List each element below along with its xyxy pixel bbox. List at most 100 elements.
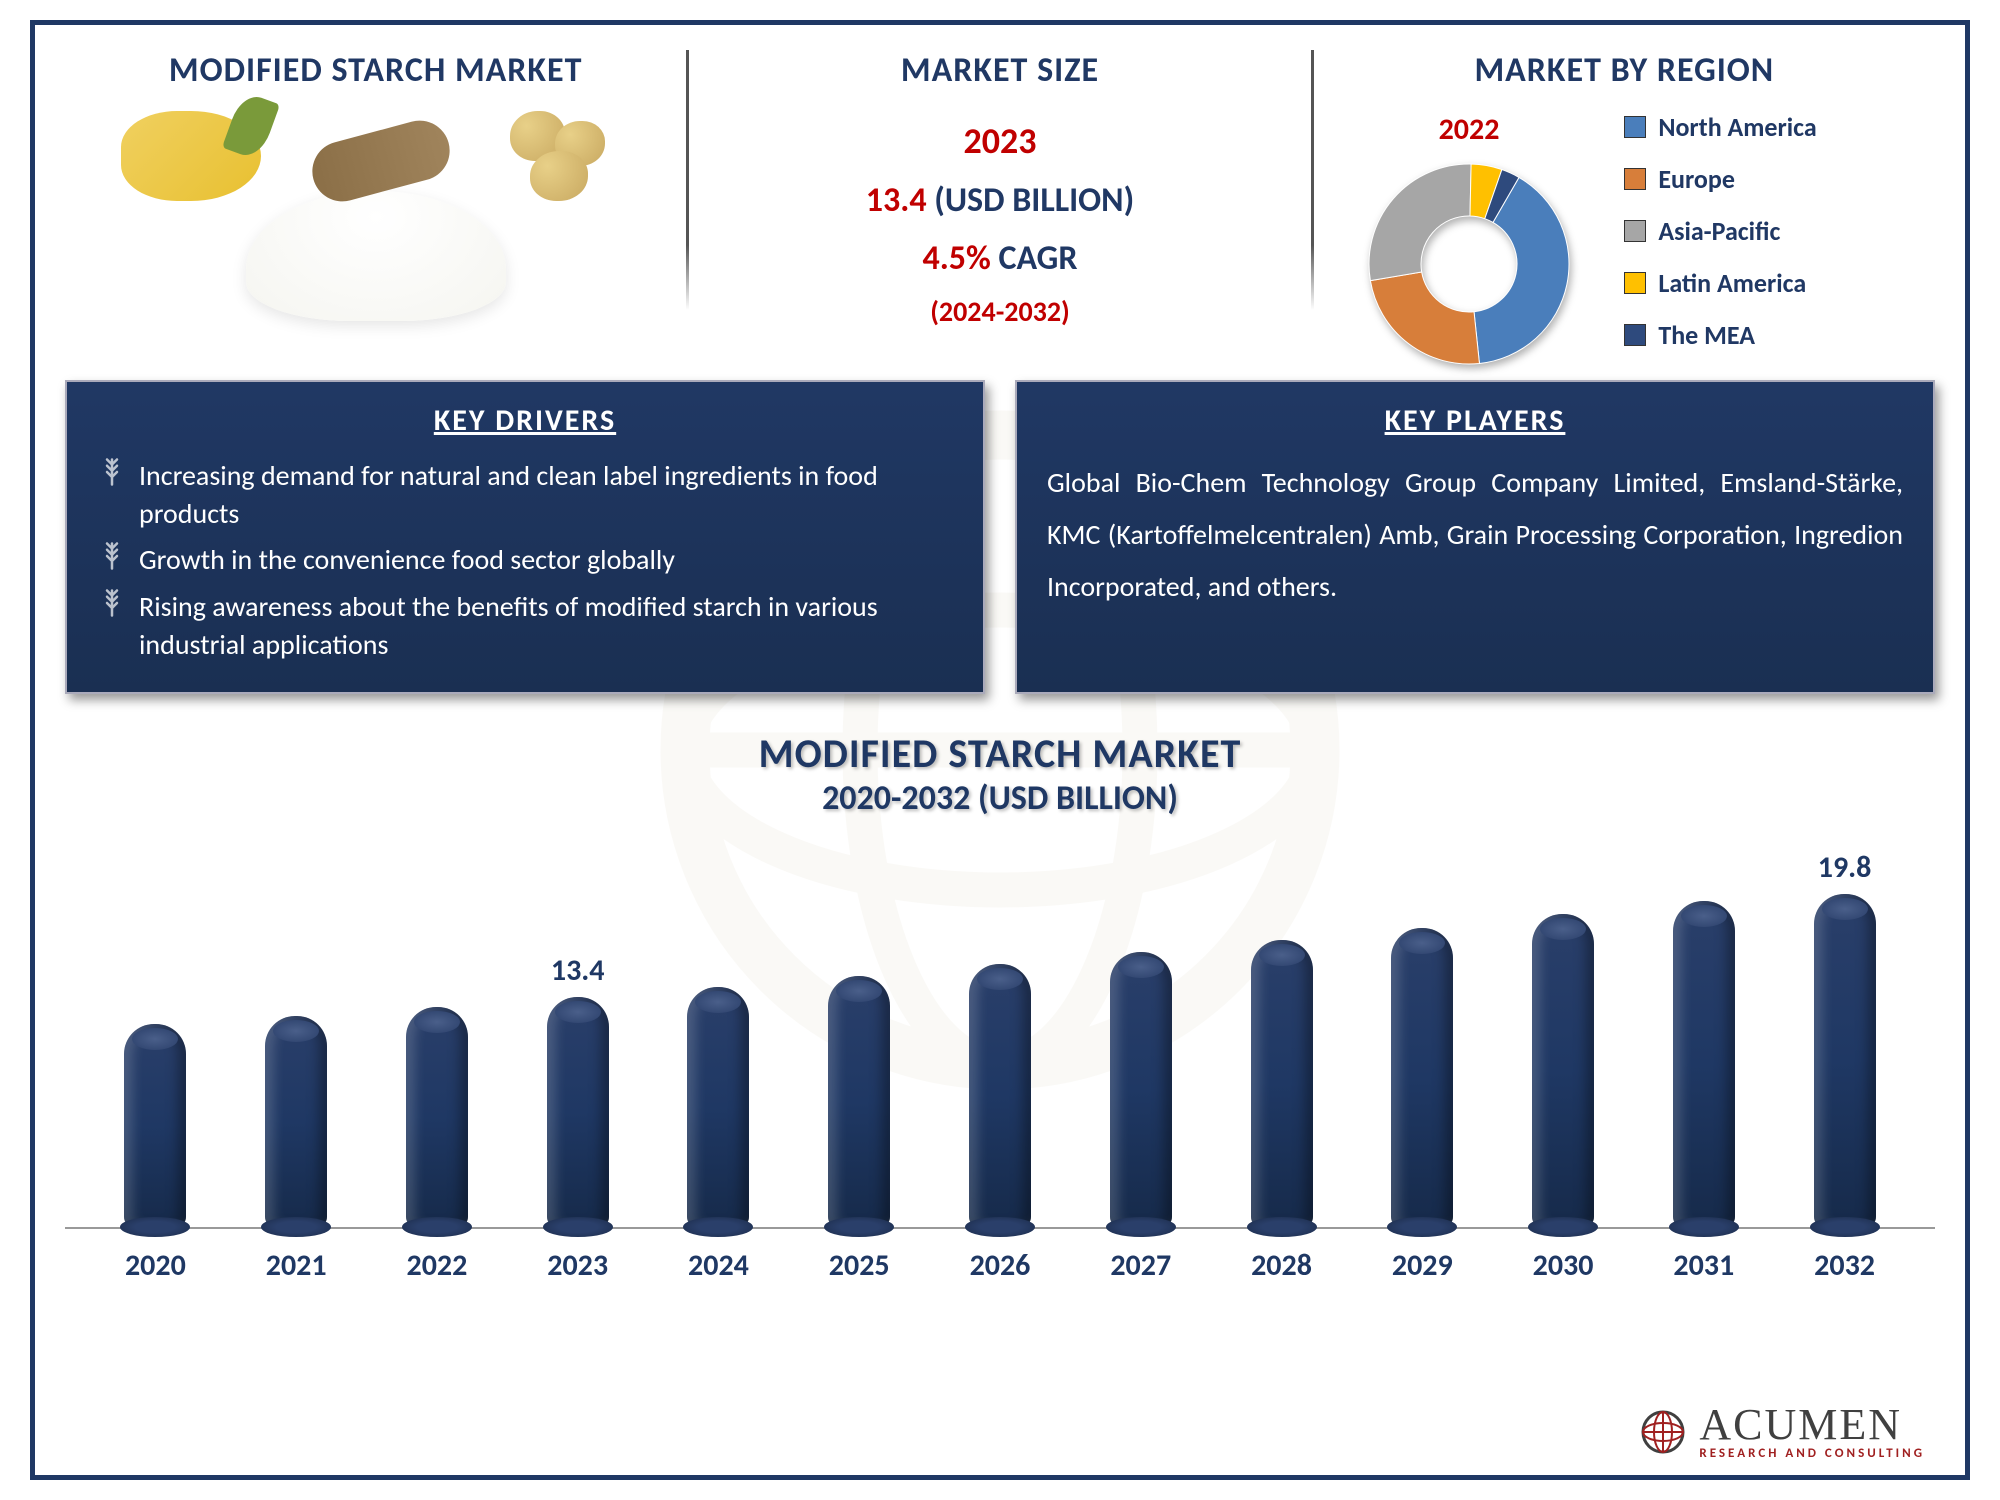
market-size-year: 2023 — [866, 111, 1134, 172]
cagr-range: (2024-2032) — [866, 288, 1134, 336]
drivers-title: KEY DRIVERS — [97, 402, 953, 439]
bar-value-label: 19.8 — [1818, 849, 1872, 886]
legend-swatch — [1624, 168, 1646, 190]
x-label: 2023 — [507, 1247, 648, 1284]
bar-2030 — [1532, 914, 1594, 1227]
bar-2029 — [1391, 928, 1453, 1227]
bar-column-2028 — [1211, 849, 1352, 1227]
header-mid: MARKET SIZE 2023 13.4 (USD BILLION) 4.5%… — [689, 50, 1310, 360]
legend-label: Asia-Pacific — [1658, 215, 1780, 247]
driver-item: Rising awareness about the benefits of m… — [97, 588, 953, 664]
players-title: KEY PLAYERS — [1047, 402, 1903, 439]
bar-column-2029 — [1352, 849, 1493, 1227]
bar-2027 — [1110, 952, 1172, 1227]
starch-pile-image — [246, 191, 506, 321]
bar-2032 — [1814, 894, 1876, 1227]
wheat-icon — [97, 541, 127, 581]
top-header-row: MODIFIED STARCH MARKET MARKET SIZE — [65, 50, 1935, 360]
bar-2028 — [1251, 940, 1313, 1227]
bar-column-2020 — [85, 849, 226, 1227]
bar-column-2025 — [789, 849, 930, 1227]
players-text: Global Bio-Chem Technology Group Company… — [1047, 457, 1903, 612]
region-year: 2022 — [1439, 111, 1500, 148]
bar-column-2030 — [1493, 849, 1634, 1227]
legend-swatch — [1624, 324, 1646, 346]
legend-swatch — [1624, 220, 1646, 242]
x-label: 2027 — [1070, 1247, 1211, 1284]
bar-2023 — [547, 997, 609, 1227]
bar-column-2024 — [648, 849, 789, 1227]
x-label: 2031 — [1633, 1247, 1774, 1284]
potatoes-image — [500, 111, 630, 201]
bar-2022 — [406, 1007, 468, 1227]
x-label: 2028 — [1211, 1247, 1352, 1284]
legend-item: Asia-Pacific — [1624, 215, 1935, 247]
cagr-line: 4.5% CAGR — [866, 230, 1134, 288]
legend-swatch — [1624, 272, 1646, 294]
bar-2025 — [828, 976, 890, 1227]
x-label: 2025 — [789, 1247, 930, 1284]
legend-item: Europe — [1624, 163, 1935, 195]
x-label: 2021 — [226, 1247, 367, 1284]
x-label: 2022 — [367, 1247, 508, 1284]
brand-globe-icon — [1639, 1408, 1687, 1456]
bar-2020 — [124, 1024, 186, 1227]
driver-text: Growth in the convenience food sector gl… — [139, 541, 675, 581]
info-row: KEY DRIVERS Increasing demand for natura… — [65, 380, 1935, 694]
bar-column-2021 — [226, 849, 367, 1227]
region-donut-chart — [1359, 154, 1579, 374]
bar-column-2027 — [1070, 849, 1211, 1227]
bar-2031 — [1673, 901, 1735, 1227]
drivers-list: Increasing demand for natural and clean … — [97, 457, 953, 664]
x-label: 2020 — [85, 1247, 226, 1284]
legend-label: North America — [1658, 111, 1816, 143]
driver-item: Increasing demand for natural and clean … — [97, 457, 953, 533]
x-label: 2029 — [1352, 1247, 1493, 1284]
title-right: MARKET BY REGION — [1474, 50, 1774, 91]
donut-slice-europe — [1370, 272, 1479, 364]
x-label: 2026 — [930, 1247, 1071, 1284]
market-size-value: 13.4 — [866, 180, 927, 221]
bar-column-2032: 19.8 — [1774, 849, 1915, 1227]
bar-column-2023: 13.4 — [507, 849, 648, 1227]
cagr-label: CAGR — [999, 238, 1078, 279]
region-legend: North America Europe Asia-Pacific Latin Ame… — [1624, 111, 1935, 371]
legend-item: The MEA — [1624, 319, 1935, 351]
key-drivers-box: KEY DRIVERS Increasing demand for natura… — [65, 380, 985, 694]
driver-item: Growth in the convenience food sector gl… — [97, 541, 953, 581]
bar-column-2031 — [1633, 849, 1774, 1227]
product-images — [96, 111, 655, 331]
bar-value-label: 13.4 — [551, 952, 605, 989]
header-right: MARKET BY REGION 2022 North America Europ… — [1314, 50, 1935, 360]
brand-logo: ACUMEN RESEARCH AND CONSULTING — [1639, 1403, 1925, 1460]
x-axis: 2020202120222023202420252026202720282029… — [65, 1229, 1935, 1284]
wheat-icon — [97, 457, 127, 533]
chart-subtitle: 2020-2032 (USD BILLION) — [65, 778, 1935, 819]
bars-container: 13.4 19.8 — [65, 849, 1935, 1229]
driver-text: Increasing demand for natural and clean … — [139, 457, 953, 533]
driver-text: Rising awareness about the benefits of m… — [139, 588, 953, 664]
legend-item: North America — [1624, 111, 1935, 143]
wheat-icon — [97, 588, 127, 664]
bar-2026 — [969, 964, 1031, 1227]
market-size-line: 13.4 (USD BILLION) — [866, 172, 1134, 230]
x-label: 2024 — [648, 1247, 789, 1284]
corn-image — [121, 111, 261, 201]
donut-slice-asia-pacific — [1369, 164, 1471, 281]
legend-item: Latin America — [1624, 267, 1935, 299]
brand-tagline: RESEARCH AND CONSULTING — [1699, 1447, 1925, 1460]
legend-label: The MEA — [1658, 319, 1755, 351]
key-players-box: KEY PLAYERS Global Bio-Chem Technology G… — [1015, 380, 1935, 694]
cagr-value: 4.5% — [922, 238, 990, 279]
header-left: MODIFIED STARCH MARKET — [65, 50, 686, 360]
legend-swatch — [1624, 116, 1646, 138]
x-label: 2032 — [1774, 1247, 1915, 1284]
bar-column-2022 — [367, 849, 508, 1227]
title-left: MODIFIED STARCH MARKET — [169, 50, 583, 91]
bar-column-2026 — [930, 849, 1071, 1227]
brand-name: ACUMEN — [1699, 1403, 1925, 1447]
title-mid: MARKET SIZE — [901, 50, 1099, 91]
bar-chart-section: MODIFIED STARCH MARKET 2020-2032 (USD BI… — [65, 729, 1935, 1284]
x-label: 2030 — [1493, 1247, 1634, 1284]
market-size-unit: (USD BILLION) — [934, 180, 1134, 221]
